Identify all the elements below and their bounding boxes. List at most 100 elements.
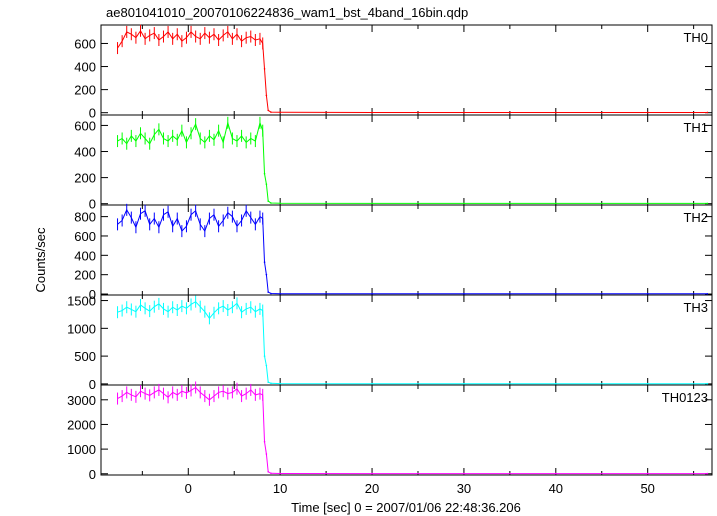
x-tick-label: 50 — [640, 481, 654, 496]
data-point — [263, 68, 266, 70]
chart-title: ae801041010_20070106224836_wam1_bst_4ban… — [106, 5, 468, 20]
y-tick-label: 600 — [74, 118, 96, 133]
series-label: TH0 — [683, 30, 708, 45]
data-point — [646, 472, 649, 475]
data-point — [706, 382, 709, 385]
data-point — [279, 472, 281, 475]
y-tick-label: 200 — [74, 268, 96, 283]
data-point — [706, 202, 709, 205]
data-point — [267, 200, 270, 202]
y-axis-label: Counts/sec — [33, 227, 48, 293]
panel-th2: 0 200 400 600 800 TH2 — [74, 203, 713, 302]
y-tick-label: 1500 — [67, 294, 96, 309]
y-tick-label: 200 — [74, 83, 96, 98]
data-point — [463, 202, 465, 205]
series-label: TH3 — [683, 300, 708, 315]
x-tick-label: 40 — [549, 481, 563, 496]
panel-frame — [100, 204, 713, 296]
data-point — [371, 472, 373, 475]
series-line — [117, 208, 708, 295]
data-point — [263, 355, 266, 357]
data-point — [555, 111, 557, 114]
data-point — [265, 94, 268, 97]
data-point — [265, 453, 268, 455]
series-line — [117, 29, 708, 113]
data-point — [279, 382, 281, 385]
y-tick-label: 3000 — [67, 393, 96, 408]
data-point — [646, 293, 649, 295]
data-point — [463, 293, 465, 295]
data-point — [270, 472, 272, 475]
x-tick-label: 20 — [365, 481, 379, 496]
data-point — [463, 382, 465, 385]
data-point — [265, 364, 268, 367]
x-axis-label: Time [sec] 0 = 2007/01/06 22:48:36.206 — [291, 500, 521, 515]
data-point — [706, 472, 709, 475]
data-point — [279, 111, 281, 114]
panel-th0: 0 200 400 600 TH0 — [74, 24, 713, 121]
series-label: TH0123 — [662, 390, 708, 405]
y-tick-label: 0 — [89, 106, 96, 121]
data-point — [267, 291, 270, 293]
y-tick-label: 400 — [74, 145, 96, 160]
data-point — [463, 111, 465, 114]
data-point — [646, 111, 649, 114]
data-point — [267, 109, 270, 112]
y-tick-label: 0 — [89, 197, 96, 212]
panel-th3: 0 500 1000 1500 TH3 — [67, 294, 713, 392]
x-tick-label: 0 — [185, 481, 192, 496]
y-tick-label: 0 — [89, 377, 96, 392]
data-point — [555, 382, 557, 385]
y-tick-label: 2000 — [67, 417, 96, 432]
data-point — [270, 202, 272, 204]
data-point — [263, 440, 266, 443]
y-tick-label: 500 — [74, 349, 96, 364]
panel-th1: 0 200 400 600 TH1 — [74, 114, 713, 212]
series-line — [117, 386, 708, 475]
data-point — [555, 202, 557, 205]
data-point — [646, 202, 649, 205]
data-point — [555, 293, 557, 295]
y-tick-label: 400 — [74, 248, 96, 263]
y-tick-label: 0 — [89, 467, 96, 482]
data-point — [267, 381, 270, 384]
series-line — [117, 120, 708, 204]
data-point — [463, 472, 465, 475]
panel-frame — [100, 294, 713, 386]
data-point — [265, 183, 268, 185]
x-tick-label: 30 — [457, 481, 471, 496]
data-point — [371, 293, 373, 295]
data-point — [706, 111, 709, 114]
panel-frame — [100, 24, 713, 116]
data-point — [706, 293, 709, 295]
data-point — [263, 261, 266, 263]
data-point — [371, 202, 373, 205]
data-point — [279, 202, 281, 205]
data-point — [265, 273, 268, 276]
series-label: TH2 — [683, 210, 708, 225]
x-tick-label: 10 — [273, 481, 287, 496]
y-tick-label: 600 — [74, 229, 96, 244]
series-label: TH1 — [683, 120, 708, 135]
y-tick-label: 0 — [89, 287, 96, 302]
y-tick-label: 1000 — [67, 442, 96, 457]
data-point — [270, 382, 272, 385]
data-point — [371, 382, 373, 385]
data-point — [371, 111, 373, 114]
panel-frame — [100, 114, 713, 206]
y-tick-label: 600 — [74, 36, 96, 51]
data-point — [555, 472, 557, 475]
data-point — [263, 172, 266, 175]
series-line — [117, 301, 708, 385]
data-point — [267, 470, 270, 473]
data-point — [646, 382, 649, 385]
y-tick-label: 400 — [74, 60, 96, 75]
y-tick-label: 200 — [74, 171, 96, 186]
data-point — [270, 292, 272, 295]
panel-th0123: 0 1000 2000 3000 TH0123 0 10 20 30 40 50 — [67, 381, 713, 496]
y-tick-label: 1000 — [67, 321, 96, 336]
y-tick-label: 800 — [74, 210, 96, 225]
data-point — [279, 292, 281, 295]
